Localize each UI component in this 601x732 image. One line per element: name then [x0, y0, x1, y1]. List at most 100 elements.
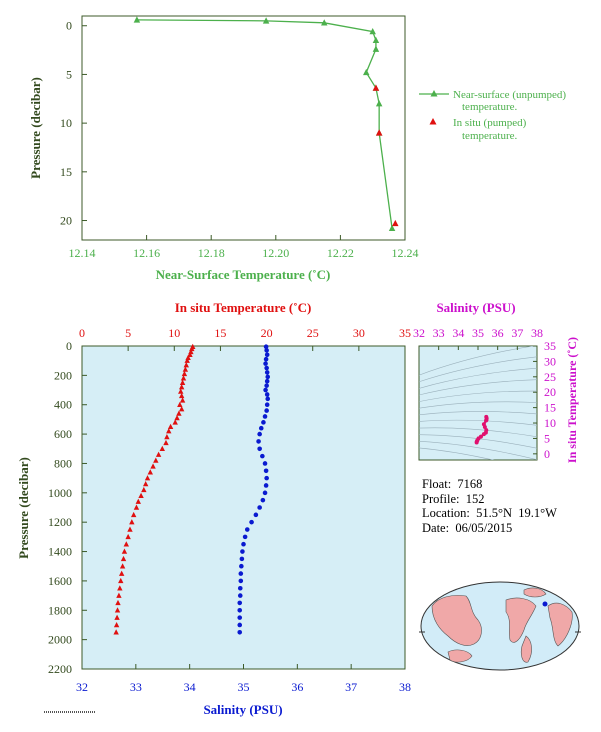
profile-y-tick-label: 600	[54, 427, 72, 441]
ts-right-tick-label: 20	[544, 385, 556, 399]
map-land-greenland	[523, 587, 547, 598]
profile-y-tick-label: 200	[54, 368, 72, 382]
salinity-point	[258, 425, 264, 431]
temperature-point	[179, 397, 186, 403]
ts-right-axis-label: In situ Temperature (˚C)	[565, 337, 579, 463]
temperature-point	[167, 423, 174, 429]
ts-top-axis-label: Salinity (PSU)	[436, 300, 515, 315]
map-land-south-america	[520, 635, 532, 663]
temperature-point	[184, 357, 190, 363]
salinity-point	[257, 446, 262, 452]
profile-y-tick-label: 1000	[48, 486, 72, 500]
temperature-point	[116, 592, 122, 598]
salinity-point	[265, 374, 271, 380]
salinity-point	[256, 439, 261, 444]
profile-y-tick-label: 1400	[48, 545, 72, 559]
world-map	[419, 581, 581, 671]
legend-marker-in-situ	[429, 118, 437, 125]
ts-top-tick-label: 38	[531, 326, 543, 340]
profile-top-axis-label: In situ Temperature (˚C)	[175, 300, 312, 315]
profile-value: 152	[465, 491, 485, 506]
salinity-point	[260, 453, 265, 459]
profile-y-tick-label: 800	[54, 456, 72, 470]
temperature-point	[138, 492, 144, 499]
salinity-point	[237, 615, 243, 620]
near-surface-x-tick-label: 12.16	[133, 246, 160, 260]
ts-point	[482, 425, 487, 430]
salinity-point	[242, 534, 248, 540]
near-surface-x-label: Near-Surface Temperature (˚C)	[156, 267, 331, 282]
location-value: 51.5°N 19.1°W	[476, 506, 557, 520]
temperature-point	[182, 366, 189, 372]
salinity-point	[264, 475, 269, 481]
temperature-point	[155, 451, 162, 457]
salinity-point	[264, 370, 270, 375]
salinity-point	[261, 420, 266, 425]
temperature-point	[113, 621, 120, 628]
ts-right-tick-label: 35	[544, 339, 556, 353]
date-value: 06/05/2015	[455, 520, 513, 535]
legend-marker-near-surface	[430, 90, 438, 97]
salinity-point	[237, 622, 243, 628]
temperature-point	[141, 486, 147, 493]
profile-bottom-tick-label: 36	[291, 680, 303, 694]
in-situ-point	[372, 84, 380, 91]
ts-top-tick-label: 32	[413, 326, 425, 340]
salinity-point	[237, 629, 243, 635]
temperature-point	[183, 362, 189, 368]
near-surface-chart: 12.14 12.16 12.18 12.20 12.22 12.24 05101520 …	[28, 15, 566, 282]
density-contour	[419, 441, 537, 460]
density-contour	[419, 356, 537, 383]
ts-point	[481, 432, 486, 437]
salinity-point	[263, 387, 268, 393]
profile-label: Profile:	[422, 491, 460, 506]
ts-point	[474, 440, 479, 445]
near-surface-y-tick-label: 15	[60, 165, 72, 179]
near-surface-point	[372, 45, 380, 52]
temperature-point	[119, 563, 126, 569]
legend-label-in-situ-1: In situ (pumped)	[453, 117, 527, 129]
temperature-point	[159, 445, 165, 452]
salinity-point	[264, 402, 270, 408]
density-contour	[419, 434, 537, 449]
salinity-point	[264, 392, 270, 397]
map-land-asia	[431, 595, 482, 646]
temperature-point	[153, 457, 159, 463]
temperature-point	[176, 410, 182, 416]
near-surface-y-tick-label: 20	[60, 214, 72, 228]
profile-chart: 0 5 10 15 20 25 30 35 32 33 34 35 36 37 38 0 200 400 600…	[16, 300, 411, 717]
salinity-point	[237, 600, 243, 606]
float-label: Float:	[422, 477, 452, 491]
ts-top-tick-label: 36	[492, 326, 504, 340]
salinity-point	[263, 356, 269, 362]
temperature-point	[115, 599, 121, 606]
near-surface-y-label: Pressure (decibar)	[28, 77, 43, 179]
ts-right-tick-label: 30	[544, 354, 556, 368]
salinity-point	[260, 497, 266, 503]
salinity-point	[257, 505, 262, 510]
salinity-point	[240, 549, 245, 554]
temperature-point	[178, 392, 185, 399]
near-surface-series-line	[136, 19, 393, 229]
profile-y-tick-label: 0	[66, 339, 72, 353]
temperature-point	[118, 570, 125, 576]
salinity-point	[244, 527, 250, 532]
temperature-point	[163, 439, 169, 446]
profile-bottom-tick-label: 33	[130, 680, 142, 694]
map-land-americas	[505, 597, 537, 643]
salinity-point	[238, 571, 244, 576]
salinity-point	[262, 414, 268, 419]
profile-y-tick-label: 1600	[48, 574, 72, 588]
ts-right-tick-label: 10	[544, 416, 556, 430]
temperature-point	[130, 511, 137, 518]
profile-top-tick-label: 20	[261, 326, 273, 340]
near-surface-point	[133, 16, 141, 23]
profile-row: Profile: 152	[422, 492, 557, 507]
near-surface-y-tick-label: 0	[66, 19, 72, 33]
float-row: Float: 7168	[422, 477, 557, 492]
salinity-point	[264, 408, 269, 413]
temperature-point	[179, 379, 186, 385]
salinity-point	[263, 483, 269, 488]
temperature-point	[121, 548, 128, 554]
